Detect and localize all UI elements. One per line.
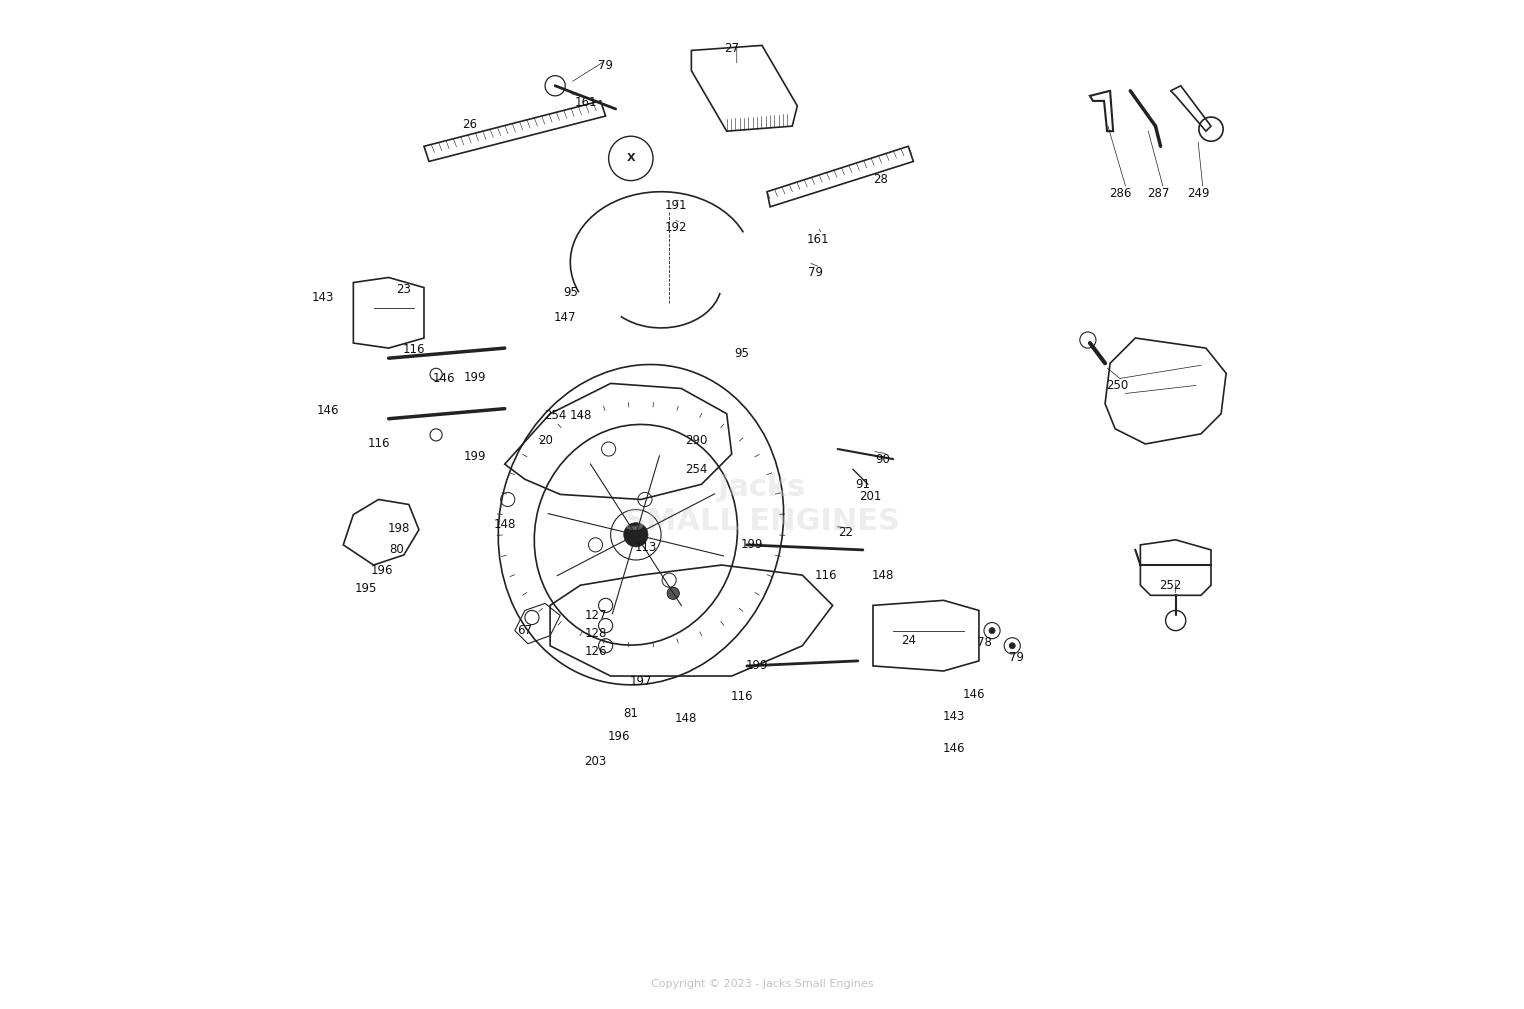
Text: 196: 196 <box>608 731 629 743</box>
Circle shape <box>1009 643 1015 649</box>
Circle shape <box>668 587 680 599</box>
Text: 201: 201 <box>860 490 881 502</box>
Text: 146: 146 <box>433 372 456 384</box>
Text: 148: 148 <box>872 569 895 581</box>
Text: 27: 27 <box>724 42 739 54</box>
Text: 192: 192 <box>664 221 687 233</box>
Text: 113: 113 <box>636 542 657 554</box>
Text: 116: 116 <box>730 690 753 702</box>
Text: 147: 147 <box>555 312 576 324</box>
Text: 26: 26 <box>462 118 477 130</box>
Text: 79: 79 <box>808 266 823 278</box>
Text: 95: 95 <box>562 287 578 299</box>
Text: 290: 290 <box>686 435 707 447</box>
Text: 91: 91 <box>855 478 870 490</box>
Text: 148: 148 <box>494 519 517 531</box>
Text: 146: 146 <box>942 743 965 755</box>
Text: Copyright © 2023 - Jacks Small Engines: Copyright © 2023 - Jacks Small Engines <box>651 979 873 989</box>
Text: X: X <box>626 153 636 163</box>
Text: 128: 128 <box>584 628 607 640</box>
Text: 199: 199 <box>745 660 768 672</box>
Text: 143: 143 <box>942 710 965 722</box>
Text: 250: 250 <box>1106 379 1128 391</box>
Text: 80: 80 <box>389 544 404 556</box>
Text: 203: 203 <box>584 756 607 768</box>
Text: 148: 148 <box>568 410 591 422</box>
Text: 24: 24 <box>901 635 916 647</box>
Text: 148: 148 <box>675 712 698 724</box>
Text: 28: 28 <box>873 174 888 186</box>
Text: 116: 116 <box>367 438 390 450</box>
Circle shape <box>989 628 995 634</box>
Text: 252: 252 <box>1160 579 1181 591</box>
Text: 161: 161 <box>575 97 597 109</box>
Text: 116: 116 <box>402 343 425 355</box>
Text: 20: 20 <box>538 435 553 447</box>
Text: 22: 22 <box>838 527 853 539</box>
Text: 127: 127 <box>584 609 607 622</box>
Text: 67: 67 <box>517 625 532 637</box>
Text: 198: 198 <box>387 523 410 535</box>
Text: 199: 199 <box>741 539 764 551</box>
Text: 95: 95 <box>735 347 750 359</box>
Text: 287: 287 <box>1148 188 1170 200</box>
Text: 116: 116 <box>814 569 837 581</box>
Text: 90: 90 <box>876 453 890 465</box>
Text: 81: 81 <box>623 707 639 719</box>
Text: 254: 254 <box>686 463 707 475</box>
Text: 286: 286 <box>1109 188 1131 200</box>
Text: 199: 199 <box>463 371 486 383</box>
Text: 79: 79 <box>1009 652 1024 664</box>
Circle shape <box>623 523 648 547</box>
Text: 254: 254 <box>544 410 567 422</box>
Text: 199: 199 <box>463 450 486 462</box>
Text: 195: 195 <box>354 582 376 594</box>
Text: 79: 79 <box>597 60 613 72</box>
Text: 143: 143 <box>312 292 334 304</box>
Text: 23: 23 <box>396 284 411 296</box>
Text: 146: 146 <box>963 688 985 700</box>
Text: Jacks
SMALL ENGINES: Jacks SMALL ENGINES <box>623 473 901 536</box>
Text: 146: 146 <box>317 405 340 417</box>
Text: 161: 161 <box>806 233 829 245</box>
Circle shape <box>668 587 680 599</box>
Text: 249: 249 <box>1187 188 1209 200</box>
Text: 78: 78 <box>977 637 992 649</box>
Text: 191: 191 <box>664 200 687 212</box>
Text: 126: 126 <box>584 646 607 658</box>
Text: 196: 196 <box>370 564 393 576</box>
Text: 197: 197 <box>629 675 652 687</box>
